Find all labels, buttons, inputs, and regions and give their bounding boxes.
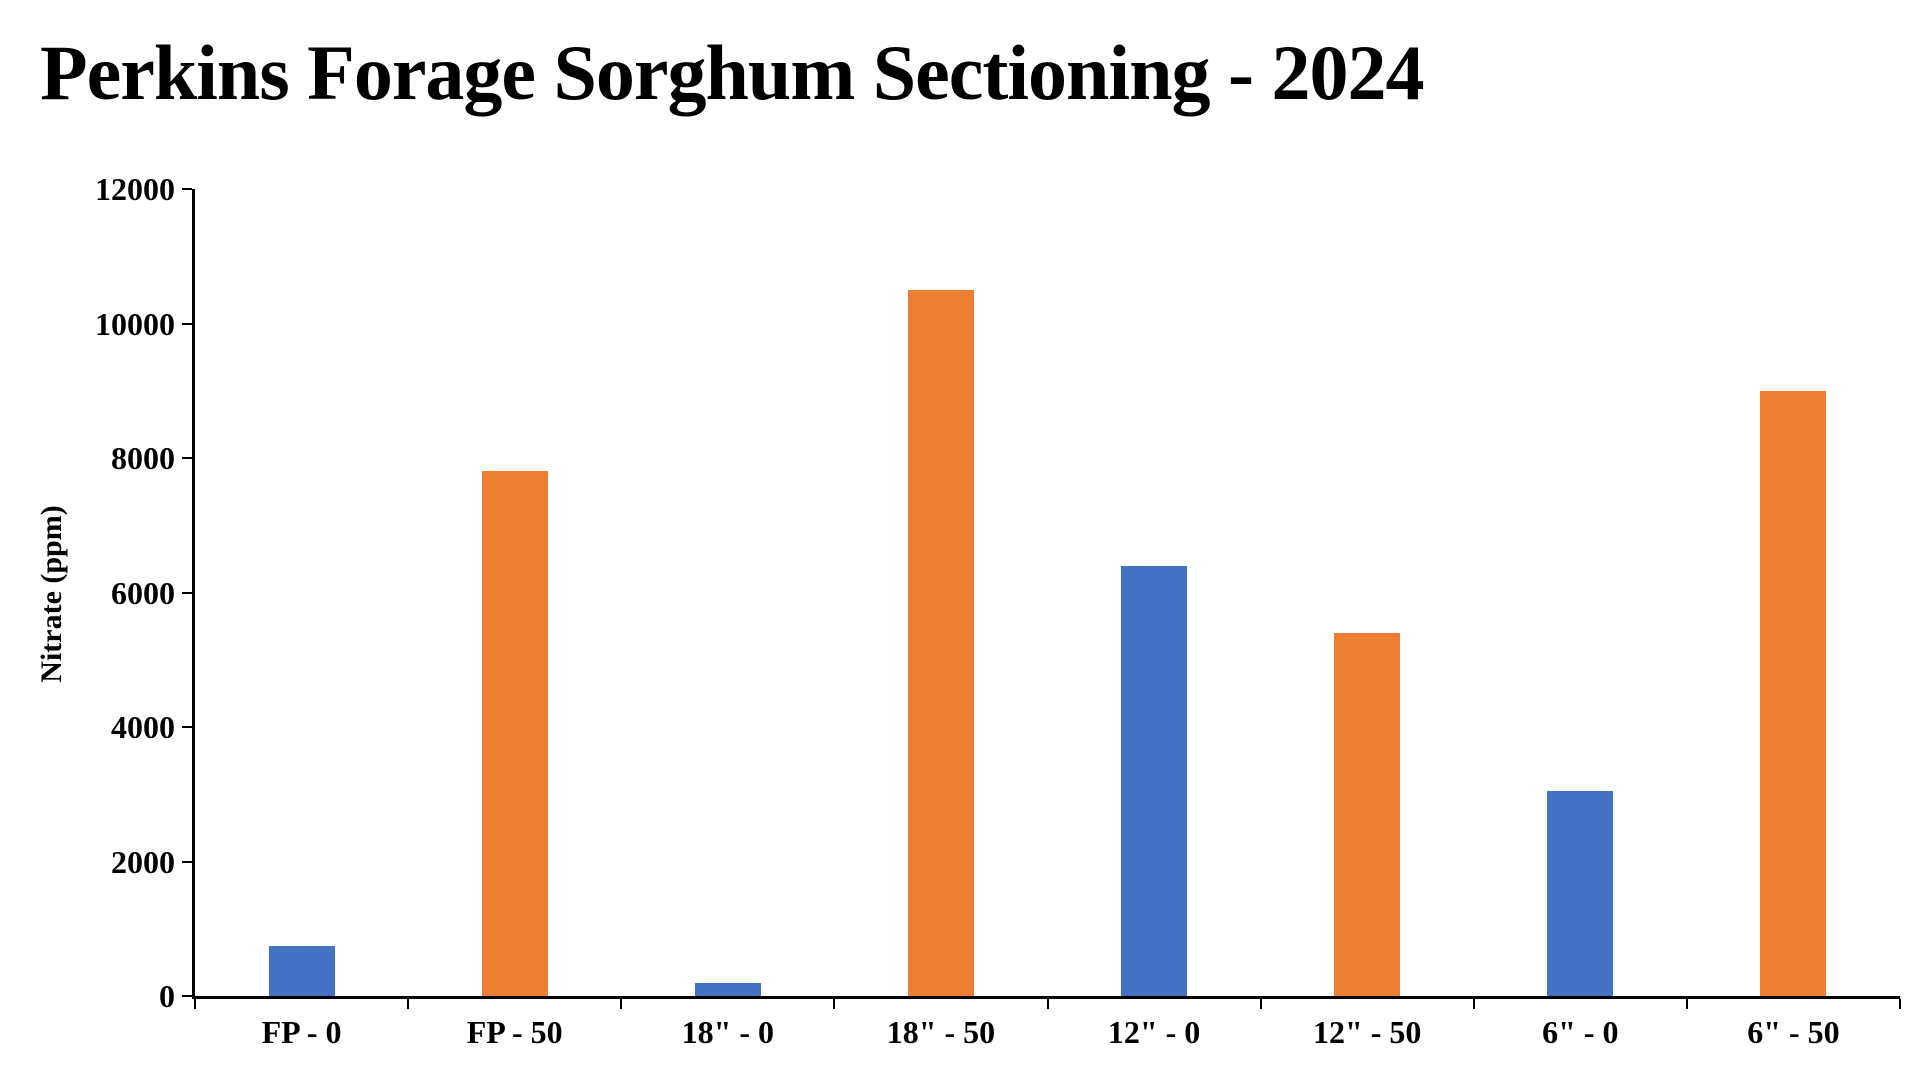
y-tick-label: 0 [159,978,175,1014]
bars-row [195,189,1900,996]
x-tick-label: 18" - 50 [886,1014,996,1050]
y-tick-label: 8000 [111,440,175,477]
y-axis-title: Nitrate (ppm) [35,505,68,683]
bar-slot [1048,189,1261,996]
y-tick-label: 6000 [111,574,175,611]
y-tick-label: 12000 [95,171,175,207]
bar-slot [195,189,408,996]
x-labels-row: FP - 0 FP - 50 18" - 0 18" - 50 12" - 0 12" -… [195,1014,1900,1051]
bar-slot [408,189,621,996]
x-tick-label: 12" - 50 [1312,1014,1422,1050]
y-tick-label: 2000 [111,843,175,880]
y-tick-mark [182,591,192,594]
x-tick-mark [1259,999,1262,1009]
bar [907,289,974,996]
bar-slot [621,189,834,996]
x-tick-label: FP - 0 [261,1014,342,1050]
y-tick-mark [182,457,192,460]
bar-slot [1474,189,1687,996]
x-tick-mark [1899,999,1901,1009]
bar [1334,632,1401,996]
bar [481,471,548,996]
bar-slot [1261,189,1474,996]
bar [694,982,761,996]
bar-slot [1687,189,1900,996]
x-tick-mark [1046,999,1049,1009]
x-tick-label: 6" - 0 [1542,1014,1619,1050]
y-tick-mark [182,995,192,997]
plot-area: 0 2000 4000 6000 8000 10000 12000 FP - 0 FP - 5… [95,173,1901,1050]
y-tick-mark [182,860,192,863]
x-tick-label: 18" - 0 [681,1014,775,1050]
y-tick-mark [182,188,192,190]
y-tick-mark [182,322,192,325]
x-tick-label: 6" - 50 [1747,1014,1840,1050]
x-tick-label: FP - 50 [466,1014,563,1050]
x-tick-mark [407,999,410,1009]
x-tick-mark [1685,999,1688,1009]
bar [1121,565,1188,996]
bar [1547,790,1614,996]
y-tick-mark [182,726,192,729]
x-tick-mark [1472,999,1475,1009]
x-tick-mark [620,999,623,1009]
x-tick-mark [833,999,836,1009]
bar-slot [834,189,1047,996]
chart-title: Perkins Forage Sorghum Sectioning - 2024 [40,29,1424,116]
y-tick-label: 10000 [95,305,175,342]
x-tick-mark [194,999,196,1009]
x-tick-label: 12" - 0 [1107,1014,1201,1050]
bar [268,945,335,996]
bar [1760,390,1827,996]
y-tick-label: 4000 [111,709,175,746]
